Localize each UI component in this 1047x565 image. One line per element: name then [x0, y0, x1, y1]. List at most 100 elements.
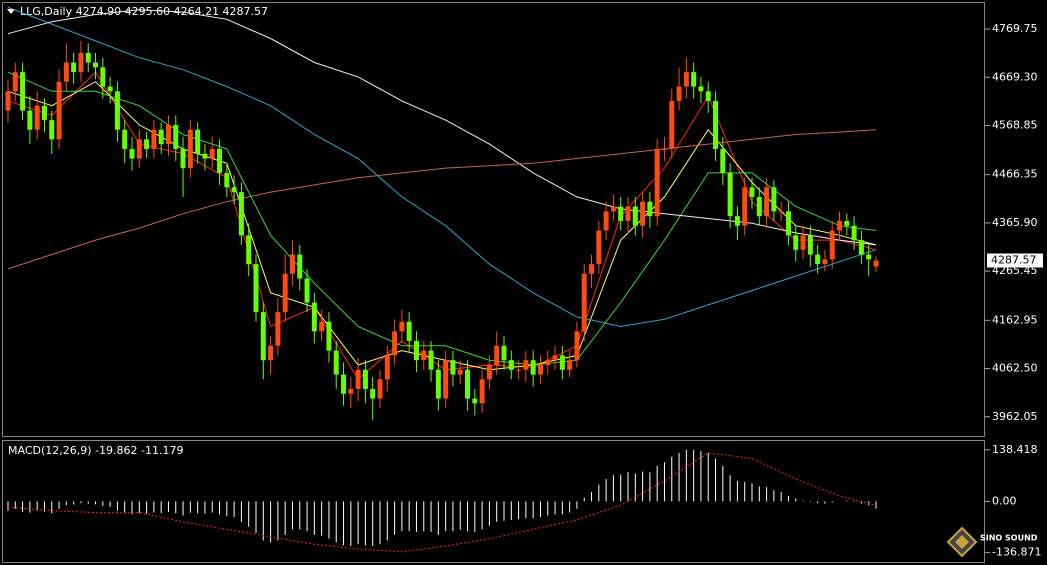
- candle-body: [450, 360, 456, 375]
- candle-body: [78, 52, 84, 73]
- candle-body: [603, 211, 609, 231]
- watermark-text: SINO SOUND: [980, 534, 1038, 543]
- candle-body: [297, 254, 303, 279]
- candle-body: [785, 211, 791, 236]
- candle-body: [713, 100, 719, 149]
- y-tick-label: 4669.30: [992, 70, 1038, 83]
- candle-body: [71, 62, 77, 73]
- candle-body: [516, 369, 522, 371]
- candle-body: [559, 355, 565, 370]
- candle-body: [800, 235, 806, 250]
- candle-body: [326, 321, 332, 351]
- candle-body: [392, 331, 398, 356]
- candle-body: [618, 206, 624, 221]
- candle-body: [341, 374, 347, 394]
- candle-body: [610, 206, 616, 212]
- candle-body: [771, 187, 777, 212]
- candle-body: [27, 110, 33, 130]
- candle-body: [858, 240, 864, 255]
- candle-body: [319, 321, 325, 332]
- candle-body: [20, 72, 26, 111]
- candle-body: [807, 235, 813, 255]
- candle-body: [530, 360, 536, 375]
- candle-body: [12, 72, 18, 92]
- candle-body: [669, 100, 675, 149]
- candle-body: [34, 105, 40, 130]
- candle-body: [304, 278, 310, 303]
- candle-body: [428, 350, 434, 370]
- candle-body: [705, 91, 711, 101]
- candle-body: [333, 350, 339, 375]
- candle-body: [632, 206, 638, 226]
- candle-body: [5, 91, 11, 111]
- candle-body: [443, 360, 449, 399]
- candle-body: [85, 52, 91, 63]
- candle-body: [479, 379, 485, 404]
- macd-title: MACD(12,26,9) -19.862 -11.179: [8, 444, 183, 457]
- candle-body: [136, 139, 142, 159]
- candle-body: [494, 345, 500, 365]
- candle-body: [727, 172, 733, 217]
- candle-body: [107, 86, 113, 92]
- candle-body: [596, 230, 602, 265]
- candle-body: [691, 72, 697, 87]
- candle-body: [574, 331, 580, 361]
- y-tick-label: 4162.95: [992, 313, 1038, 326]
- last-price-box: [987, 253, 1043, 268]
- candle-body: [654, 148, 660, 217]
- candle-body: [289, 254, 295, 274]
- candle-body: [144, 139, 150, 149]
- candle-body: [282, 273, 288, 313]
- moving-average-line: [7, 6, 877, 328]
- y-tick-label: 4062.50: [992, 362, 1038, 375]
- candle-body: [348, 388, 354, 394]
- candle-body: [151, 129, 157, 149]
- candle-body: [202, 153, 208, 159]
- candle-body: [195, 129, 201, 154]
- candle-body: [187, 129, 193, 169]
- candle-body: [238, 192, 244, 236]
- y-tick-label: 0.00: [992, 494, 1017, 507]
- watermark: SINO SOUND: [946, 526, 1038, 558]
- candle-body: [49, 120, 55, 140]
- candle-body: [676, 86, 682, 101]
- candle-body: [311, 302, 317, 332]
- candle-body: [537, 364, 543, 375]
- candle-body: [465, 369, 471, 399]
- candle-body: [581, 273, 587, 332]
- candle-body: [457, 369, 463, 375]
- candle-body: [173, 124, 179, 149]
- candle-body: [567, 360, 573, 370]
- candle-body: [742, 187, 748, 226]
- candle-body: [41, 105, 47, 121]
- candle-body: [63, 62, 69, 82]
- candle-body: [421, 350, 427, 361]
- candle-body: [246, 235, 252, 265]
- y-tick-label: 4466.35: [992, 168, 1038, 181]
- candle-body: [844, 220, 850, 226]
- candle-body: [625, 206, 631, 221]
- candle-body: [217, 148, 223, 173]
- candle-body: [180, 148, 186, 169]
- candle-body: [829, 230, 835, 260]
- candle-body: [231, 187, 237, 193]
- candle-body: [552, 355, 558, 361]
- candle-body: [837, 220, 843, 231]
- moving-average-line: [7, 129, 877, 270]
- candle-body: [253, 264, 259, 313]
- candle-body: [435, 369, 441, 399]
- candle-body: [260, 312, 266, 361]
- candle-body: [545, 360, 551, 365]
- y-tick-label: 138.418: [992, 443, 1038, 456]
- candle-body: [793, 235, 799, 250]
- candle-body: [778, 211, 784, 213]
- candle-body: [647, 201, 653, 217]
- candle-body: [268, 345, 274, 361]
- candle-body: [486, 364, 492, 380]
- macd-panel: [2, 440, 985, 563]
- y-tick-label: 4769.75: [992, 22, 1038, 35]
- candle-body: [399, 321, 405, 332]
- menu-arrow[interactable]: [7, 9, 15, 14]
